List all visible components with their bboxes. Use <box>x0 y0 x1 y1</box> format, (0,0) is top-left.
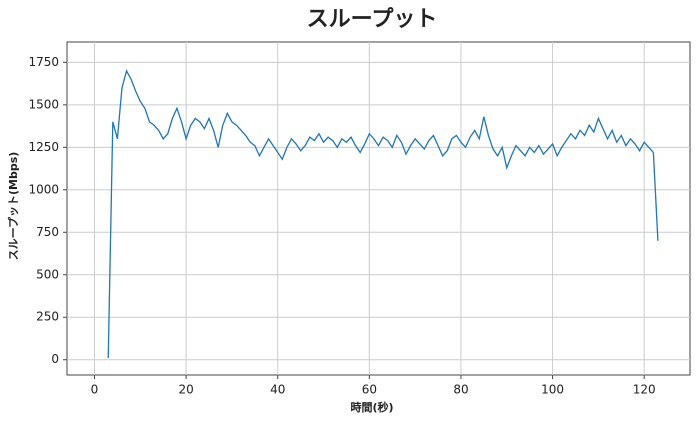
x-tick-label: 100 <box>541 383 564 397</box>
y-tick-label: 0 <box>51 352 59 366</box>
x-tick-label: 20 <box>178 383 193 397</box>
x-tick-label: 120 <box>633 383 656 397</box>
y-tick-label: 1250 <box>28 140 59 154</box>
y-tick-label: 750 <box>36 225 59 239</box>
x-tick-label: 40 <box>270 383 285 397</box>
y-axis-label: スループット(Mbps) <box>6 152 20 261</box>
data-line <box>107 69 659 359</box>
chart-title: スループット <box>307 7 438 32</box>
y-tick-label: 1500 <box>28 97 59 111</box>
y-tick-label: 250 <box>36 310 59 324</box>
x-tick-label: 80 <box>453 383 468 397</box>
plot-area <box>66 41 691 376</box>
y-tick-label: 1750 <box>28 55 59 69</box>
x-tick-label: 0 <box>91 383 99 397</box>
x-axis-label: 時間(秒) <box>350 400 393 414</box>
x-tick-label: 60 <box>362 383 377 397</box>
y-tick-label: 1000 <box>28 182 59 196</box>
y-tick-label: 500 <box>36 267 59 281</box>
